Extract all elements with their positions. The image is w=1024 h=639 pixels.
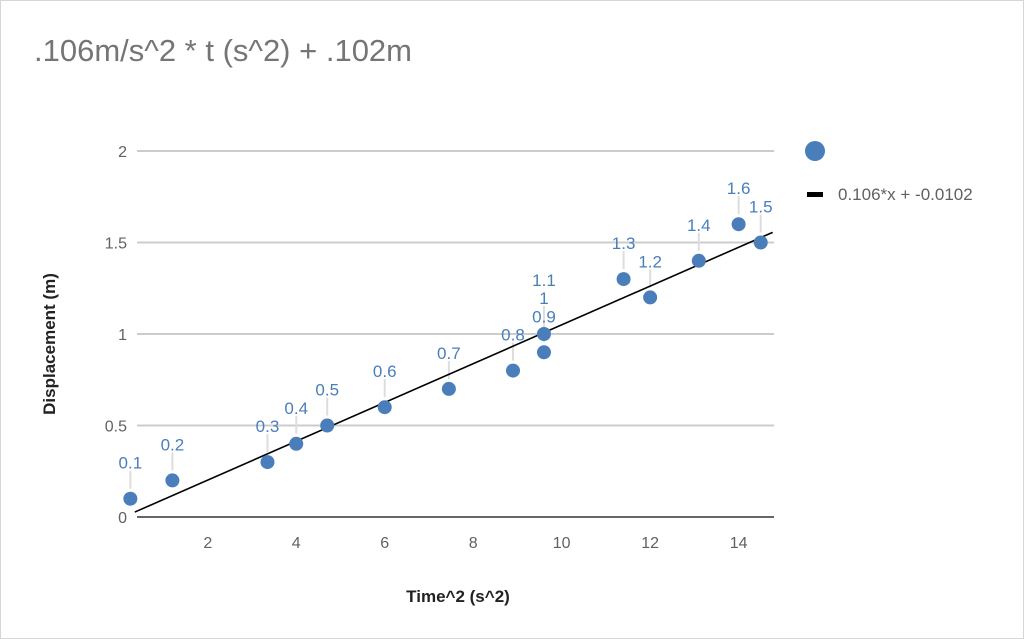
data-point — [165, 473, 180, 488]
x-tick-label: 12 — [641, 535, 659, 552]
data-label: 0.7 — [437, 344, 461, 363]
legend-trendline-marker[interactable] — [807, 192, 823, 197]
data-label: 0.4 — [284, 399, 308, 418]
x-tick-label: 14 — [730, 535, 748, 552]
data-point — [643, 290, 658, 305]
trendline-layer — [134, 231, 773, 513]
data-point — [441, 381, 456, 396]
legend-trendline-label[interactable]: 0.106*x + -0.0102 — [838, 185, 973, 204]
data-point — [289, 436, 304, 451]
data-point — [536, 327, 551, 341]
data-label: 0.2 — [161, 435, 185, 454]
data-point — [753, 235, 768, 250]
x-tick-label: 4 — [292, 535, 301, 552]
label-leaders — [129, 196, 762, 489]
y-tick-label: 1.5 — [105, 236, 127, 253]
x-tick-label: 2 — [203, 535, 212, 552]
tick-labels: 0 0.5 1 1.5 2 2 4 6 8 10 12 14 — [105, 144, 748, 552]
legend-series-marker[interactable] — [805, 141, 825, 161]
data-point — [320, 418, 335, 433]
data-label: 0.3 — [256, 417, 280, 436]
x-tick-label: 6 — [380, 535, 389, 552]
y-tick-label: 0.5 — [105, 419, 127, 436]
data-label: 1.5 — [749, 198, 773, 217]
data-labels: 0.10.20.30.40.50.60.70.80.911.31.21.41.6… — [119, 179, 773, 473]
data-point — [616, 272, 631, 287]
data-label: 1 — [539, 289, 548, 308]
data-label: 0.6 — [373, 362, 397, 381]
data-point — [691, 253, 706, 268]
data-label: 0.9 — [532, 307, 556, 326]
data-label: 0.8 — [501, 326, 525, 345]
data-point — [260, 455, 275, 470]
data-label: 0.1 — [119, 454, 143, 473]
y-tick-label: 2 — [118, 144, 127, 161]
chart-title: .106m/s^2 * t (s^2) + .102m — [34, 33, 412, 68]
data-point — [123, 491, 138, 506]
data-label: 1.3 — [612, 234, 636, 253]
data-point — [731, 217, 746, 232]
data-point — [377, 400, 392, 415]
data-label: 0.5 — [315, 381, 339, 400]
x-axis-label: Time^2 (s^2) — [406, 587, 510, 606]
y-tick-label: 0 — [118, 510, 127, 527]
data-label: 1.1 — [532, 271, 556, 290]
data-label: 1.4 — [687, 216, 711, 235]
data-point — [536, 345, 551, 360]
data-label: 1.2 — [638, 252, 662, 271]
gridlines — [137, 150, 774, 518]
data-points — [123, 217, 768, 506]
x-tick-label: 10 — [553, 535, 571, 552]
trendline — [134, 231, 773, 513]
y-axis-label: Displacement (m) — [40, 273, 59, 415]
y-tick-label: 1 — [118, 327, 127, 344]
data-label: 1.6 — [727, 179, 751, 198]
x-tick-label: 8 — [469, 535, 478, 552]
data-point — [506, 363, 521, 378]
